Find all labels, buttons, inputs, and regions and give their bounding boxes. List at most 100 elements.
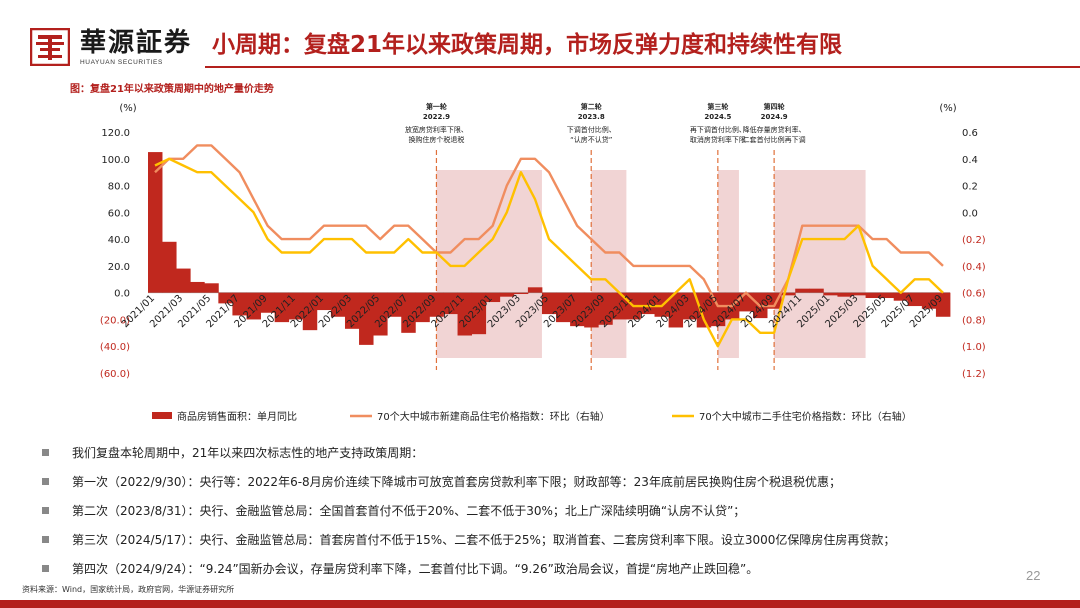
bar-2021/10 <box>274 292 290 323</box>
bullet-text: 第四次（2024/9/24）：“9.24”国新办会议，存量房贷利率下降，二套首付… <box>72 562 759 576</box>
bar-2021/11 <box>288 292 304 320</box>
bullet-item: 第一次（2022/9/30）：央行等：2022年6-8月房价连续下降城市可放宽首… <box>42 474 1072 503</box>
bar-2023/02 <box>499 292 515 297</box>
title-divider <box>205 66 1080 68</box>
left-tick-label: 20.0 <box>108 262 130 273</box>
bar-2021/01 <box>148 152 163 293</box>
policy-note-3: 取消房贷利率下限 <box>690 135 746 144</box>
left-tick-label: 100.0 <box>101 155 130 166</box>
bar-2025/01 <box>823 292 838 296</box>
policy-band-4 <box>774 170 866 358</box>
left-tick-label: 40.0 <box>108 235 130 246</box>
bar-2022/02 <box>330 292 346 317</box>
bar-2024/04 <box>696 292 712 328</box>
right-tick-label: (0.4) <box>962 262 986 273</box>
bar-2025/04 <box>865 292 881 299</box>
bar-2025/08 <box>921 292 937 309</box>
bar-2025/02 <box>837 292 852 297</box>
bullet-list: 我们复盘本轮周期中，21年以来四次标志性的地产支持政策周期： 第一次（2022/… <box>42 445 1072 590</box>
right-tick-label: (1.0) <box>962 342 986 353</box>
policy-title-2: 第二轮 <box>581 102 602 111</box>
bar-2023/08 <box>584 292 599 328</box>
policy-note-1: 换购住房个税退税 <box>408 135 464 144</box>
series-line-2 <box>154 157 944 348</box>
bar-2025/03 <box>851 292 866 296</box>
series-line-1 <box>154 144 944 308</box>
bar-2023/07 <box>570 292 585 327</box>
bar-2023/09 <box>598 292 613 325</box>
bar-2021/02 <box>162 241 177 293</box>
bar-2023/06 <box>556 292 571 323</box>
bar-2022/09 <box>429 292 444 317</box>
footer-bar <box>0 600 1080 608</box>
bullet-item: 我们复盘本轮周期中，21年以来四次标志性的地产支持政策周期： <box>42 445 1072 474</box>
policy-date-3: 2024.5 <box>704 113 731 121</box>
policy-band-2 <box>591 170 627 358</box>
legend-label: 70个大中城市新建商品住宅价格指数：环比（右轴） <box>377 410 610 423</box>
right-tick-label: (1.2) <box>962 369 986 380</box>
left-tick-label: 60.0 <box>108 208 130 219</box>
bar-2021/06 <box>218 292 233 304</box>
policy-band-1 <box>436 170 542 358</box>
chart: 第一轮 2022.9 放宽房贷利率下限、换购住房个税退税 第二轮 2023.8 下调首付比… <box>100 102 986 423</box>
bullet-square-icon <box>42 449 49 456</box>
left-tick-label: 0.0 <box>114 289 130 300</box>
bar-2021/05 <box>204 283 219 293</box>
bullet-square-icon <box>42 507 49 514</box>
bar-2021/09 <box>260 292 276 313</box>
bullet-text: 第三次（2024/5/17）：央行、金融监管总局：首套房首付不低于15%、二套不… <box>72 533 896 547</box>
legend-label: 商品房销售面积：单月同比 <box>177 410 297 423</box>
brand-logo <box>30 28 70 66</box>
left-tick-label: (20.0) <box>100 315 130 326</box>
bar-2024/02 <box>668 292 684 328</box>
policy-note-1: 放宽房贷利率下限、 <box>405 125 468 134</box>
left-tick-label: 80.0 <box>108 182 130 193</box>
policy-date-2: 2023.8 <box>578 113 605 121</box>
policy-title-4: 第四轮 <box>764 102 785 111</box>
bar-2024/03 <box>682 292 698 320</box>
bullet-square-icon <box>42 536 49 543</box>
bar-2022/04 <box>359 292 374 345</box>
bar-2021/08 <box>246 292 261 320</box>
right-axis-unit: (%) <box>939 103 956 114</box>
bullet-item: 第二次（2023/8/31）：央行、金融监管总局：全国首套首付不低于20%、二套… <box>42 503 1072 532</box>
bar-2025/07 <box>907 292 923 307</box>
brand-name-en: HUAYUAN SECURITIES <box>80 59 163 66</box>
legend-label: 70个大中城市二手住宅价格指数：环比（右轴） <box>699 410 912 423</box>
right-tick-label: 0.6 <box>962 128 978 139</box>
left-tick-label: (60.0) <box>100 369 130 380</box>
bar-2023/10 <box>612 292 627 320</box>
bar-2022/08 <box>415 292 430 323</box>
bar-2021/03 <box>176 268 191 293</box>
right-tick-label: 0.4 <box>962 155 978 166</box>
bullet-square-icon <box>42 478 49 485</box>
bullet-text: 我们复盘本轮周期中，21年以来四次标志性的地产支持政策周期： <box>72 446 424 460</box>
bar-2022/11 <box>457 292 473 336</box>
policy-band-3 <box>717 170 739 358</box>
bar-2023/03 <box>513 292 529 295</box>
bar-2024/10 <box>781 292 796 296</box>
bar-2023/01 <box>485 292 501 303</box>
right-tick-label: (0.6) <box>962 289 986 300</box>
bullet-item: 第三次（2024/5/17）：央行、金融监管总局：首套房首付不低于15%、二套不… <box>42 532 1072 561</box>
right-tick-label: 0.0 <box>962 208 978 219</box>
source-note: 资料来源：Wind，国家统计局，政府官网，华源证券研究所 <box>22 585 235 594</box>
right-tick-label: (0.2) <box>962 235 986 246</box>
bar-2022/12 <box>471 292 487 335</box>
bar-2024/11 <box>795 288 810 293</box>
bar-2022/05 <box>373 292 388 336</box>
policy-note-2: 下调首付比例、 <box>567 125 616 134</box>
bar-2025/06 <box>893 292 909 301</box>
bar-2022/10 <box>443 292 458 315</box>
bar-2023/04 <box>527 287 543 293</box>
bar-2022/06 <box>387 292 402 317</box>
bar-2025/09 <box>935 292 951 317</box>
bar-2021/07 <box>232 292 247 316</box>
policy-title-1: 第一轮 <box>426 102 447 111</box>
policy-note-2: “认房不认贷” <box>570 135 612 144</box>
left-tick-label: 120.0 <box>101 128 130 139</box>
bar-2025/05 <box>879 292 895 299</box>
figure-caption: 图：复盘21年以来政策周期中的地产量价走势 <box>70 84 274 95</box>
bar-2022/01 <box>316 292 332 311</box>
policy-date-4: 2024.9 <box>761 113 788 121</box>
